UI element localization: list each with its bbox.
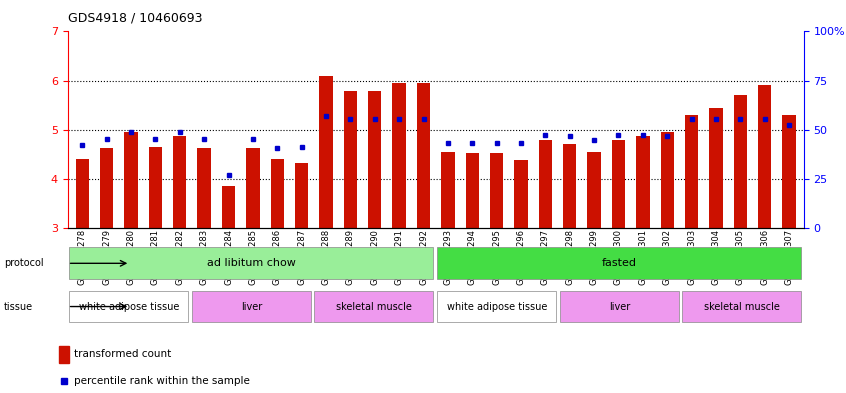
Bar	[709, 108, 722, 228]
Bar	[636, 136, 650, 228]
FancyBboxPatch shape	[69, 248, 433, 279]
Bar	[758, 86, 772, 228]
Bar	[100, 148, 113, 228]
FancyBboxPatch shape	[559, 290, 678, 322]
Text: percentile rank within the sample: percentile rank within the sample	[74, 376, 250, 386]
Bar	[733, 95, 747, 228]
Bar	[124, 132, 138, 228]
Text: protocol: protocol	[4, 258, 44, 268]
Bar	[685, 115, 698, 228]
FancyBboxPatch shape	[437, 248, 801, 279]
Bar	[563, 144, 576, 228]
Bar	[441, 152, 454, 228]
Bar	[271, 159, 284, 228]
Bar	[393, 83, 406, 228]
Bar	[246, 148, 260, 228]
Bar	[149, 147, 162, 228]
Bar	[319, 75, 332, 228]
Bar	[612, 140, 625, 228]
Bar	[368, 92, 382, 228]
Bar	[490, 153, 503, 228]
FancyBboxPatch shape	[191, 290, 310, 322]
FancyBboxPatch shape	[437, 290, 556, 322]
Bar	[295, 163, 308, 228]
Bar	[539, 140, 552, 228]
Text: fasted: fasted	[602, 258, 637, 268]
Text: liver: liver	[241, 301, 262, 312]
Bar	[75, 159, 89, 228]
Bar	[59, 346, 69, 363]
Bar	[343, 92, 357, 228]
Text: white adipose tissue: white adipose tissue	[447, 301, 547, 312]
Text: ad libitum chow: ad libitum chow	[207, 258, 296, 268]
FancyBboxPatch shape	[314, 290, 433, 322]
FancyBboxPatch shape	[682, 290, 801, 322]
Bar	[197, 148, 211, 228]
Bar	[173, 136, 186, 228]
Bar	[417, 83, 431, 228]
Bar	[587, 152, 601, 228]
Text: skeletal muscle: skeletal muscle	[337, 301, 412, 312]
Text: transformed count: transformed count	[74, 349, 172, 360]
Text: white adipose tissue: white adipose tissue	[79, 301, 179, 312]
Text: skeletal muscle: skeletal muscle	[705, 301, 780, 312]
FancyBboxPatch shape	[69, 290, 188, 322]
Bar	[661, 132, 674, 228]
Text: liver: liver	[609, 301, 630, 312]
Bar	[514, 160, 528, 228]
Bar	[465, 153, 479, 228]
Bar	[222, 186, 235, 228]
Bar	[783, 115, 796, 228]
Text: tissue: tissue	[4, 301, 33, 312]
Text: GDS4918 / 10460693: GDS4918 / 10460693	[68, 12, 202, 25]
